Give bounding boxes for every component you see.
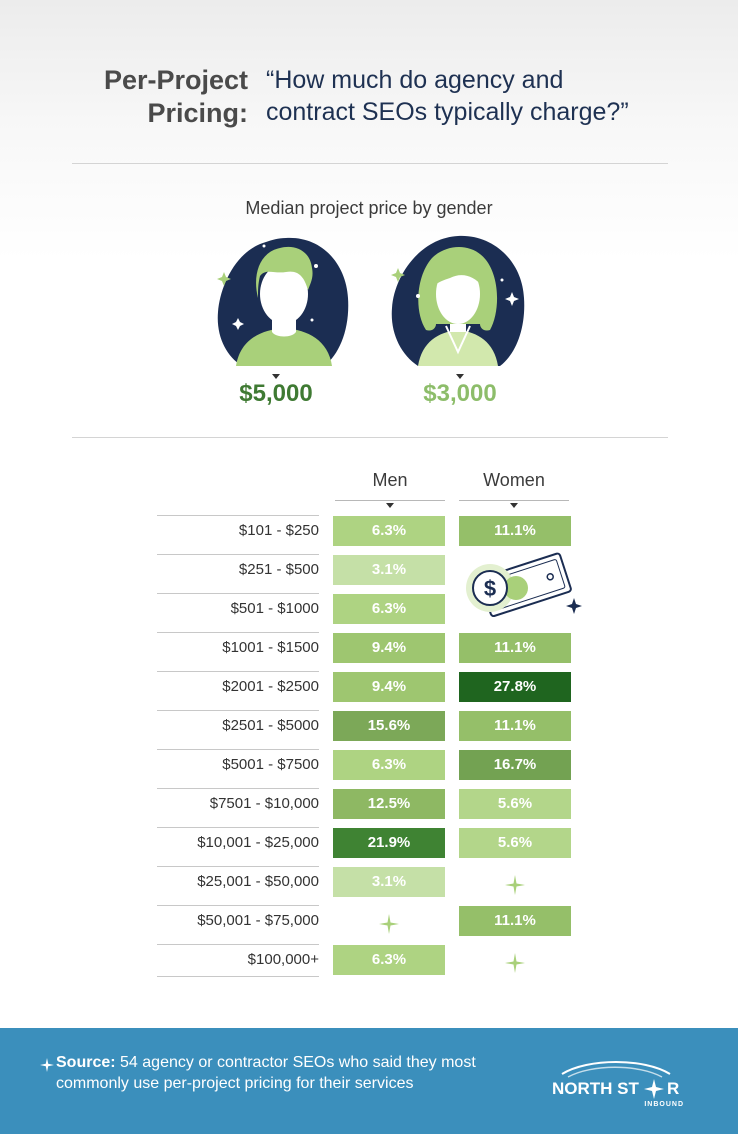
row-label: $7501 - $10,000 <box>209 795 319 812</box>
man-avatar-icon <box>217 237 349 366</box>
row-divider <box>157 632 319 633</box>
row-label: $2501 - $5000 <box>222 717 319 734</box>
row-divider <box>157 788 319 789</box>
row-label: $100,000+ <box>247 951 319 968</box>
men-value-cell: 15.6% <box>333 711 445 741</box>
header-title-line2: Pricing: <box>147 98 248 128</box>
women-empty-sparkle-icon <box>505 953 525 973</box>
logo-subtext: INBOUND <box>644 1101 684 1108</box>
women-value-cell: 5.6% <box>459 828 571 858</box>
source-text: 54 agency or contractor SEOs who said th… <box>56 1054 476 1092</box>
header-title-line1: Per-Project <box>103 65 248 95</box>
row-divider <box>157 515 319 516</box>
divider-middle <box>72 437 668 438</box>
row-divider <box>157 976 319 977</box>
men-value-cell: 6.3% <box>333 516 445 546</box>
money-bill-icon: $ <box>466 552 582 618</box>
column-caret-men <box>386 503 394 508</box>
column-caret-women <box>510 503 518 508</box>
row-divider <box>157 710 319 711</box>
row-label: $2001 - $2500 <box>222 678 319 695</box>
source-note: Source: 54 agency or contractor SEOs who… <box>56 1052 536 1094</box>
women-value-cell: 11.1% <box>459 906 571 936</box>
men-value-cell: 12.5% <box>333 789 445 819</box>
north-star-logo: NORTH ST R INBOUND <box>552 1061 684 1108</box>
men-value-cell: 6.3% <box>333 750 445 780</box>
column-header-men: Men <box>372 470 408 490</box>
women-value-cell: 11.1% <box>459 516 571 546</box>
footer: Source: 54 agency or contractor SEOs who… <box>0 1028 738 1134</box>
median-subtitle: Median project price by gender <box>245 198 493 218</box>
men-empty-sparkle-icon <box>379 914 399 934</box>
women-value-cell: 16.7% <box>459 750 571 780</box>
sparkle-icon <box>40 1058 54 1072</box>
men-value-cell: 6.3% <box>333 594 445 624</box>
women-empty-sparkle-icon <box>505 875 525 895</box>
women-value-cell: 27.8% <box>459 672 571 702</box>
row-divider <box>157 866 319 867</box>
men-value-cell: 21.9% <box>333 828 445 858</box>
woman-caret <box>456 374 464 379</box>
row-divider <box>157 671 319 672</box>
row-label: $251 - $500 <box>238 561 319 578</box>
row-label: $50,001 - $75,000 <box>197 912 319 929</box>
source-label: Source: <box>56 1054 116 1071</box>
woman-avatar-icon <box>391 235 525 366</box>
divider-top <box>72 163 668 164</box>
logo-text-main: NORTH ST <box>552 1079 640 1098</box>
column-header-women: Women <box>483 470 545 490</box>
men-value-cell: 6.3% <box>333 945 445 975</box>
women-median-price: $3,000 <box>423 380 497 407</box>
row-label: $5001 - $7500 <box>222 756 319 773</box>
svg-text:$: $ <box>484 576 496 601</box>
header-question-line1: “How much do agency and <box>266 66 564 94</box>
header-question-line2: contract SEOs typically charge?” <box>266 98 629 126</box>
logo-text-end: R <box>667 1079 679 1098</box>
women-value-cell: 5.6% <box>459 789 571 819</box>
row-label: $101 - $250 <box>238 522 319 539</box>
men-median-price: $5,000 <box>239 380 313 407</box>
row-divider <box>157 905 319 906</box>
women-value-cell: 11.1% <box>459 711 571 741</box>
column-underline-women <box>459 500 569 501</box>
header-question: “How much do agency and contract SEOs ty… <box>266 64 686 128</box>
row-divider <box>157 554 319 555</box>
row-divider <box>157 944 319 945</box>
row-label: $1001 - $1500 <box>222 639 319 656</box>
column-underline-men <box>335 500 445 501</box>
header-title: Per-Project Pricing: <box>60 64 248 130</box>
row-label: $25,001 - $50,000 <box>197 873 319 890</box>
men-value-cell: 9.4% <box>333 633 445 663</box>
men-value-cell: 3.1% <box>333 867 445 897</box>
row-label: $501 - $1000 <box>230 600 319 617</box>
row-divider <box>157 593 319 594</box>
row-label: $10,001 - $25,000 <box>197 834 319 851</box>
men-value-cell: 3.1% <box>333 555 445 585</box>
man-caret <box>272 374 280 379</box>
row-divider <box>157 827 319 828</box>
row-divider <box>157 749 319 750</box>
men-value-cell: 9.4% <box>333 672 445 702</box>
women-value-cell: 11.1% <box>459 633 571 663</box>
